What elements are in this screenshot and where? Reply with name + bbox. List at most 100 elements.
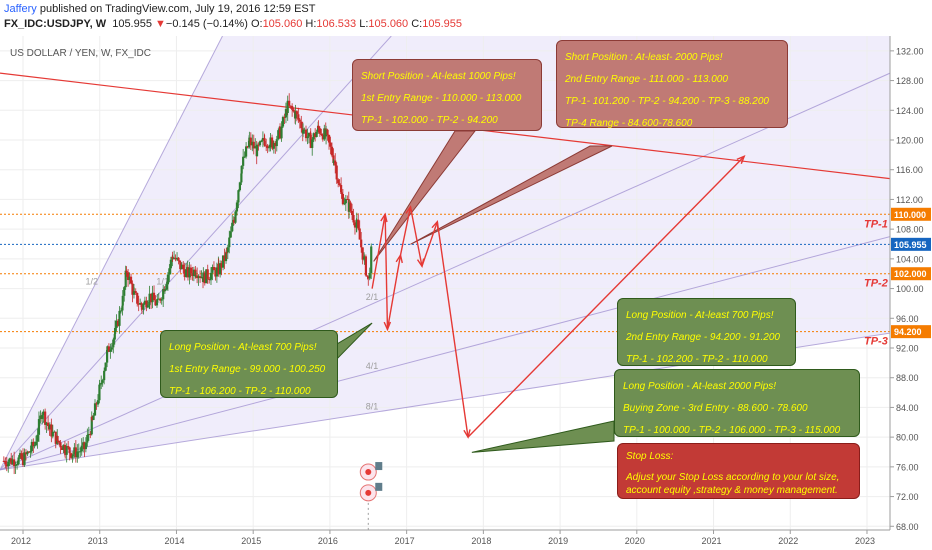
candle-body: [116, 320, 120, 326]
candle-body: [268, 147, 271, 149]
event-dot: [365, 469, 372, 476]
annotation-stop-loss[interactable]: Stop Loss: Adjust your Stop Loss accordi…: [617, 443, 860, 499]
candle-body: [96, 400, 100, 405]
candle-body: [160, 299, 163, 301]
annotation-line: TP-1 - 106.200 - TP-2 - 110.000: [169, 386, 311, 397]
low-value: 105.060: [368, 18, 409, 30]
candle-body: [26, 451, 29, 455]
close-value: 105.955: [422, 18, 462, 30]
candle-body: [237, 190, 240, 203]
publisher-line: Jaffery published on TradingView.com, Ju…: [4, 2, 462, 17]
candle-body: [240, 165, 243, 174]
candle-body: [186, 267, 190, 278]
candle-body: [149, 293, 153, 303]
chart-title: US DOLLAR / YEN, W, FX_IDC: [10, 48, 151, 59]
price-tick-label: 108.00: [896, 225, 924, 235]
event-dot: [365, 489, 372, 496]
event-flag-icon: [375, 482, 383, 491]
candle-body: [107, 346, 110, 352]
candle-body: [258, 141, 262, 146]
annotation-long-700-second[interactable]: Long Position - At-least 700 Pips! 2nd E…: [617, 298, 796, 366]
candle-body: [131, 283, 134, 295]
candle-body: [274, 142, 277, 147]
annotation-line: Buying Zone - 3rd Entry - 88.600 - 78.60…: [623, 403, 808, 414]
candle-body: [27, 451, 31, 453]
symbol-label[interactable]: FX_IDC:USDJPY, W: [4, 18, 107, 30]
candle-body: [188, 267, 191, 278]
annotation-line: Long Position - At-least 700 Pips!: [169, 342, 317, 353]
candle-body: [126, 272, 130, 281]
candle-body: [257, 144, 260, 146]
candle-body: [306, 136, 309, 139]
candle-body: [106, 346, 109, 350]
candle-body: [156, 298, 159, 303]
annotation-short-1000[interactable]: Short Position - At-least 1000 Pips! 1st…: [352, 59, 542, 131]
candle-body: [307, 132, 311, 137]
candle-body: [234, 211, 237, 223]
annotation-long-700-first[interactable]: Long Position - At-least 700 Pips! 1st E…: [160, 330, 338, 398]
price-badge-text: 102.000: [894, 269, 927, 279]
candle-body: [205, 269, 208, 284]
time-tick-label: 2014: [164, 536, 184, 546]
gann-fan-line: [0, 36, 223, 471]
candle-body: [238, 182, 242, 191]
candle-body: [142, 304, 145, 310]
candle-body: [13, 459, 16, 467]
candle-body: [226, 247, 229, 253]
candle-body: [298, 119, 301, 122]
annotation-line: Long Position - At-least 700 Pips!: [626, 310, 774, 321]
level-label-tp-1: TP-1: [864, 218, 888, 230]
annotation-line: TP-1 - 100.000 - TP-2 - 106.000 - TP-3 -…: [623, 425, 841, 436]
candle-body: [255, 144, 259, 157]
open-label: O:: [250, 18, 263, 30]
candle-body: [44, 411, 47, 425]
projection-segment: [386, 255, 402, 330]
candle-body: [229, 231, 232, 238]
candle-body: [312, 133, 315, 140]
candle-body: [317, 125, 320, 129]
annotation-line: TP-1 - 102.000 - TP-2 - 94.200: [361, 115, 498, 126]
candle-body: [266, 145, 269, 149]
author-link[interactable]: Jaffery: [4, 3, 37, 15]
candle-body: [90, 416, 94, 420]
annotation-long-2000[interactable]: Long Position - At-least 2000 Pips! Buyi…: [614, 369, 860, 437]
candle-body: [82, 442, 85, 446]
candle-body: [260, 140, 263, 142]
time-tick-label: 2023: [855, 536, 875, 546]
candle-body: [245, 146, 248, 157]
candle-body: [103, 370, 106, 381]
annotation-line: account equity ,strategy & money managem…: [626, 485, 838, 496]
candle-body: [318, 128, 321, 134]
candle-body: [263, 140, 266, 146]
candle-body: [100, 382, 103, 385]
time-axis-bg: [0, 530, 932, 550]
candle-body: [278, 126, 282, 139]
projection-segment: [421, 221, 438, 267]
annotation-short-2000[interactable]: Short Position : At-least- 2000 Pips! 2n…: [556, 40, 788, 129]
candle-body: [330, 146, 334, 156]
candle-body: [77, 451, 80, 453]
candle-body: [125, 270, 128, 273]
candle-body: [223, 255, 226, 262]
event-flag-icon: [375, 462, 383, 471]
candle-body: [327, 135, 331, 143]
low-label: L:: [359, 18, 369, 30]
candle-body: [80, 445, 83, 452]
time-tick-label: 2022: [778, 536, 798, 546]
candle-body: [217, 263, 220, 275]
price-tick-label: 128.00: [896, 76, 924, 86]
price-axis-bg: [890, 36, 932, 550]
price-badge-current: [891, 237, 931, 251]
annotation-line: 2nd Entry Range - 111.000 - 113.000: [565, 74, 728, 85]
candle-body: [301, 130, 305, 134]
candle-body: [42, 411, 45, 415]
time-tick-label: 2018: [471, 536, 491, 546]
projection-segment: [436, 221, 469, 438]
candle-body: [152, 292, 156, 301]
candle-body: [121, 305, 124, 311]
candle-body: [177, 257, 180, 261]
annotation-line: TP-4 Range - 84.600-78.600: [565, 118, 693, 129]
candle-body: [33, 445, 36, 447]
candle-body: [20, 453, 23, 459]
published-text: published on TradingView.com, July 19, 2…: [39, 3, 316, 15]
